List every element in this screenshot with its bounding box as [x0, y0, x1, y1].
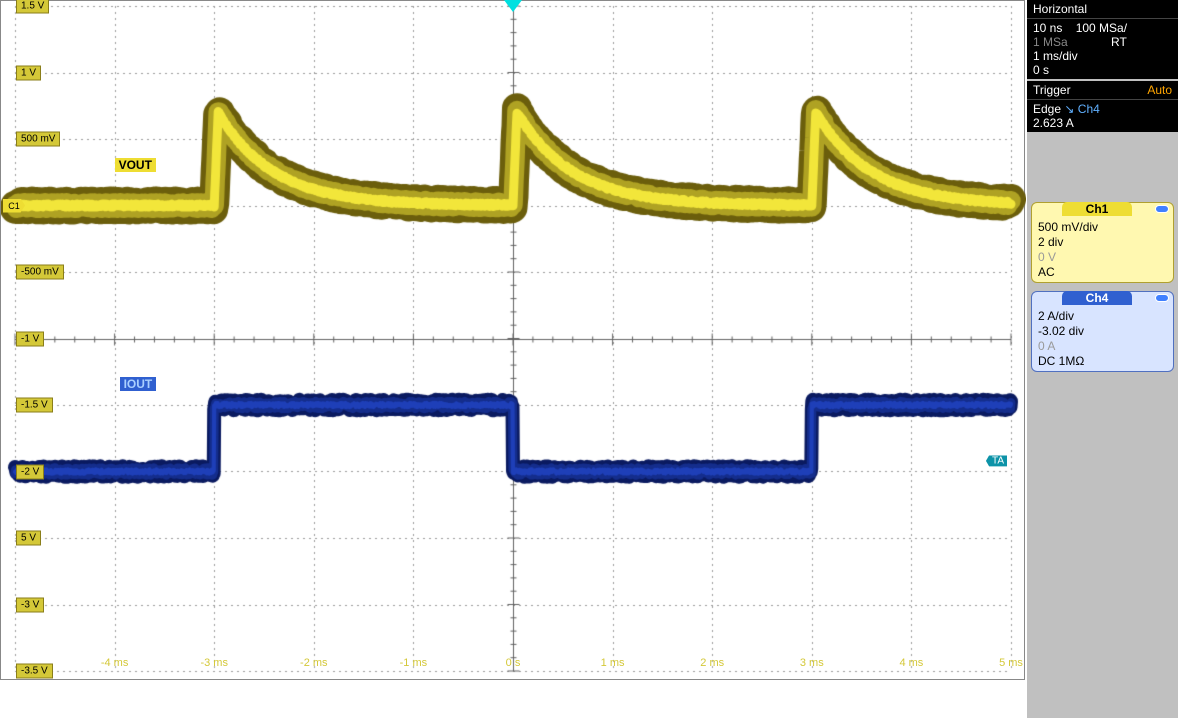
ch4-offset: 0 A	[1038, 339, 1167, 353]
trace-label: VOUT	[115, 158, 156, 172]
y-axis-label: 1 V	[16, 65, 41, 80]
trigger-type: Edge	[1033, 102, 1061, 116]
ch1-coupling: AC	[1038, 265, 1167, 279]
x-axis-label: 1 ms	[601, 657, 625, 669]
y-axis-label: -1.5 V	[16, 398, 53, 413]
ch1-ground-marker: C1	[3, 199, 25, 213]
horiz-mode: RT	[1111, 35, 1127, 49]
info-panel: Horizontal 10 ns 100 MSa/ 1 MSa RT 1 ms/…	[1027, 0, 1178, 718]
x-axis-label: 4 ms	[899, 657, 923, 669]
x-axis-label: 5 ms	[999, 657, 1023, 669]
ta-marker: TA	[986, 455, 1007, 466]
ch4-position: -3.02 div	[1038, 324, 1167, 338]
x-axis-label: -1 ms	[400, 657, 428, 669]
horizontal-body: 10 ns 100 MSa/ 1 MSa RT 1 ms/div 0 s	[1027, 19, 1178, 79]
ch4-box[interactable]: Ch4 2 A/div -3.02 div 0 A DC 1MΩ	[1031, 291, 1174, 372]
y-axis-label: 500 mV	[16, 132, 60, 147]
ch1-scale: 500 mV/div	[1038, 220, 1167, 234]
horiz-rate: 100 MSa/	[1076, 21, 1127, 35]
ch1-tab[interactable]: Ch1	[1062, 202, 1132, 216]
x-axis-label: -3 ms	[200, 657, 228, 669]
y-axis-label: -1 V	[16, 331, 44, 346]
y-axis-label: 1.5 V	[16, 0, 49, 14]
trigger-position-marker	[504, 0, 522, 15]
ch1-box[interactable]: Ch1 500 mV/div 2 div 0 V AC	[1031, 202, 1174, 283]
ch4-coupling: DC 1MΩ	[1038, 354, 1167, 368]
horizontal-title: Horizontal	[1033, 2, 1087, 16]
trigger-level: 2.623 A	[1033, 116, 1172, 130]
horizontal-section: Horizontal 10 ns 100 MSa/ 1 MSa RT 1 ms/…	[1027, 0, 1178, 79]
ch4-tab[interactable]: Ch4	[1062, 291, 1132, 305]
ch1-position: 2 div	[1038, 235, 1167, 249]
y-axis-label: -3 V	[16, 597, 44, 612]
ch1-toggle-icon[interactable]	[1155, 205, 1169, 213]
oscilloscope-display: TA 1.5 V 1 V 500 mV -500 mV -1 V -1.5 V -2 V 5 …	[0, 0, 1025, 680]
y-axis-label: -2 V	[16, 464, 44, 479]
horiz-timebase: 1 ms/div	[1033, 49, 1172, 63]
horiz-depth: 1 MSa	[1033, 35, 1068, 49]
horiz-res: 10 ns	[1033, 21, 1062, 35]
y-axis-label: 5 V	[16, 531, 41, 546]
trigger-body: Edge ↘ Ch4 2.623 A	[1027, 100, 1178, 132]
ch4-scale: 2 A/div	[1038, 309, 1167, 323]
ch4-toggle-icon[interactable]	[1155, 294, 1169, 302]
trigger-mode: Auto	[1147, 83, 1172, 97]
trigger-source: Ch4	[1078, 102, 1100, 116]
trace-label: IOUT	[120, 377, 157, 391]
trigger-title: Trigger	[1033, 83, 1071, 97]
trigger-section: Trigger Auto Edge ↘ Ch4 2.623 A	[1027, 81, 1178, 132]
x-axis-label: 3 ms	[800, 657, 824, 669]
horizontal-header: Horizontal	[1027, 0, 1178, 19]
horiz-offset: 0 s	[1033, 63, 1172, 77]
x-axis-label: -4 ms	[101, 657, 129, 669]
waveform-canvas	[1, 1, 1026, 681]
x-axis-label: 2 ms	[700, 657, 724, 669]
y-axis-label: -500 mV	[16, 265, 64, 280]
x-axis-label: -2 ms	[300, 657, 328, 669]
y-axis-label: -3.5 V	[16, 664, 53, 679]
falling-edge-icon: ↘	[1064, 102, 1074, 116]
x-axis-label: 0 s	[506, 657, 521, 669]
ch1-offset: 0 V	[1038, 250, 1167, 264]
trigger-header: Trigger Auto	[1027, 81, 1178, 100]
